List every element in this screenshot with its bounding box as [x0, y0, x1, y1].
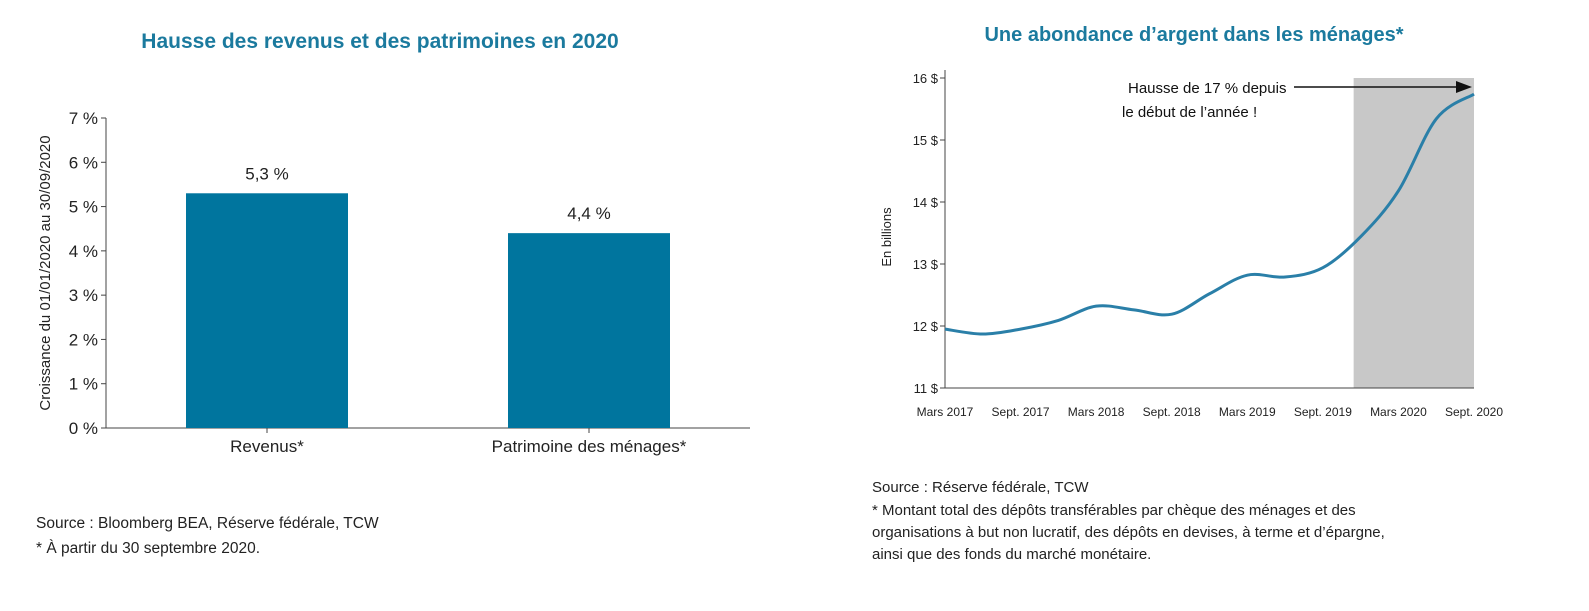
bar-y-tick-label: 4 %	[69, 242, 98, 261]
line-y-tick-label: 13 $	[913, 257, 939, 272]
line-x-tick-label: Sept. 2020	[1445, 405, 1503, 419]
line-x-tick-label: Mars 2017	[917, 405, 974, 419]
bar-chart-source: Source : Bloomberg BEA, Réserve fédérale…	[36, 515, 379, 532]
bar-category-label: Revenus*	[230, 437, 304, 456]
bar	[186, 193, 348, 428]
line-x-tick-label: Sept. 2019	[1294, 405, 1352, 419]
bar-y-tick-label: 5 %	[69, 198, 98, 217]
bar-y-tick-label: 7 %	[69, 109, 98, 128]
line-chart: 11 $ 12 $ 13 $ 14 $ 15 $ 16 $ En billions Mars …	[879, 70, 1503, 419]
line-y-tick-label: 15 $	[913, 133, 939, 148]
line-y-axis-label: En billions	[879, 207, 894, 267]
bar	[508, 233, 670, 428]
line-y-tick-label: 11 $	[914, 381, 939, 396]
annotation-line-1: Hausse de 17 % depuis	[1128, 80, 1286, 97]
bar-y-tick-label: 0 %	[69, 419, 98, 438]
line-x-tick-label: Mars 2019	[1219, 405, 1276, 419]
bar-y-tick-label: 3 %	[69, 286, 98, 305]
line-y-tick-label: 12 $	[913, 319, 939, 334]
line-chart-source: Source : Réserve fédérale, TCW	[872, 479, 1089, 496]
bar-chart: 0 % 1 % 2 % 3 % 4 % 5 % 6 % 7 % Croissance du 01…	[37, 109, 750, 456]
line-y-tick-label: 14 $	[913, 195, 939, 210]
bar-data-label: 4,4 %	[567, 204, 610, 223]
line-chart-footnote-1: * Montant total des dépôts transférables…	[872, 502, 1356, 519]
bar-data-label: 5,3 %	[245, 164, 288, 183]
bar-chart-title: Hausse des revenus et des patrimoines en…	[141, 30, 619, 53]
bar-category-label: Patrimoine des ménages*	[492, 437, 687, 456]
bar-chart-footnote: * À partir du 30 septembre 2020.	[36, 540, 261, 557]
series-line	[944, 92, 1475, 336]
bar-y-axis-label: Croissance du 01/01/2020 au 30/09/2020	[37, 135, 54, 410]
line-x-tick-label: Mars 2018	[1068, 405, 1125, 419]
deposits-line-chart-panel: Une abondance d’argent dans les ménages*…	[860, 0, 1589, 611]
revenue-bar-chart-panel: Hausse des revenus et des patrimoines en…	[0, 0, 760, 611]
line-x-tick-label: Sept. 2017	[992, 405, 1050, 419]
bar-y-tick-label: 1 %	[69, 375, 98, 394]
line-chart-footnote-3: ainsi que des fonds du marché monétaire.	[872, 546, 1152, 563]
line-chart-title: Une abondance d’argent dans les ménages*	[984, 24, 1404, 46]
line-x-tick-label: Mars 2020	[1370, 405, 1427, 419]
line-x-tick-label: Sept. 2018	[1143, 405, 1201, 419]
shaded-period	[1353, 78, 1474, 388]
annotation-line-2: le début de l’année !	[1122, 104, 1257, 121]
bar-y-tick-label: 2 %	[69, 330, 98, 349]
bar-y-tick-label: 6 %	[69, 153, 98, 172]
annotation-arrow-head	[1456, 81, 1472, 93]
line-chart-footnote-2: organisations à but non lucratif, des dé…	[872, 524, 1385, 541]
line-y-tick-label: 16 $	[913, 71, 939, 86]
